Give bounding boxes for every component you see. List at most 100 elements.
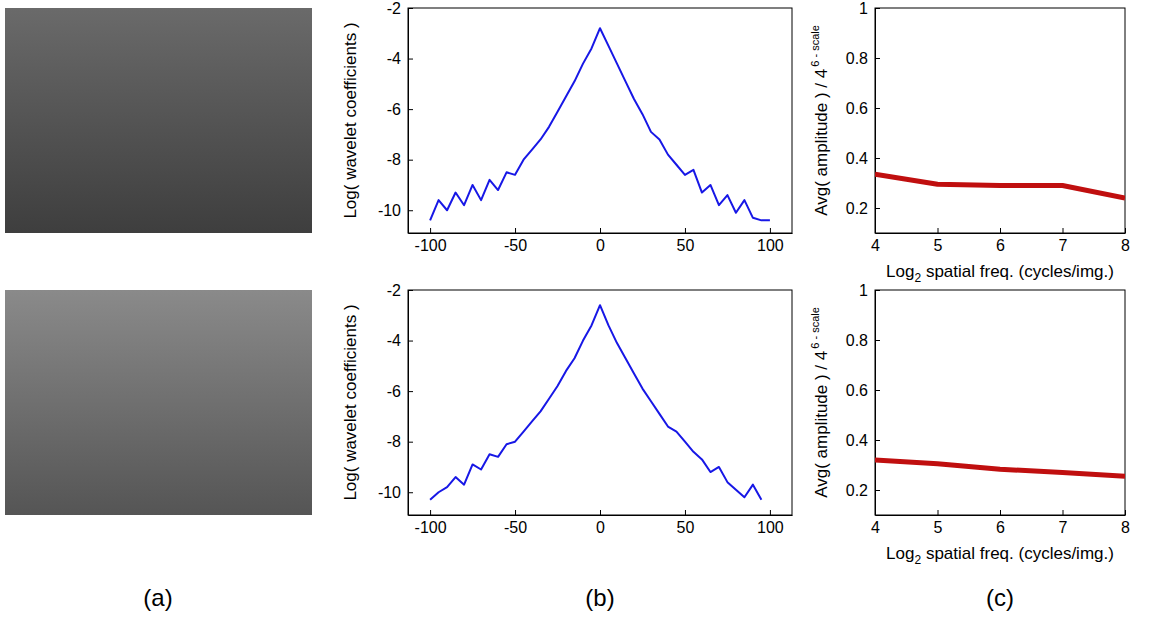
tick-mark — [875, 8, 880, 9]
axis-line — [875, 9, 876, 234]
y-axis-title-sup: 6 - scale — [809, 25, 821, 67]
tick: 0 — [596, 228, 605, 254]
tick-mark — [430, 228, 431, 233]
tick: -4 — [387, 50, 413, 67]
tick: 6 — [996, 510, 1005, 536]
tick-mark — [875, 340, 880, 341]
axis-line — [408, 9, 409, 234]
panel-label: (b) — [585, 584, 614, 611]
x-axis-title-part: spatial freq. (cycles/img.) — [921, 544, 1114, 563]
y-axis-title-part: Avg( amplitude ) / 4 — [812, 351, 831, 498]
tick-mark — [770, 228, 771, 233]
tick-mark — [685, 510, 686, 515]
figure: -100 -50 0 50 100 -10 -8 -6 -4 -2 Log( wavelet coe… — [0, 0, 1163, 619]
tick: -100 — [415, 228, 447, 254]
tick-label: 50 — [677, 519, 695, 536]
tick-mark — [875, 390, 880, 391]
tick-mark — [1000, 228, 1001, 233]
tick-mark — [408, 109, 413, 110]
tick: -4 — [387, 332, 413, 349]
tick: 5 — [934, 228, 943, 254]
tick-mark — [1125, 510, 1126, 515]
tick-label: -10 — [378, 484, 401, 501]
tick-label: 100 — [757, 237, 784, 254]
chart: -100-50050100-10-8-6-4-2Log( wavelet coe… — [341, 0, 793, 254]
tick-mark — [408, 492, 413, 493]
x-axis-title-part: Log — [886, 262, 914, 281]
tick-label: -10 — [378, 202, 401, 219]
tick: 50 — [677, 228, 695, 254]
tick-label: 0.2 — [846, 200, 868, 217]
tick-mark — [875, 440, 880, 441]
tick-label: 8 — [1121, 519, 1130, 536]
tick: -50 — [504, 510, 527, 536]
tick-label: 100 — [757, 519, 784, 536]
tick-label: 1 — [859, 0, 868, 17]
tick-label: 0.6 — [846, 100, 868, 117]
tick-label: 4 — [871, 237, 880, 254]
x-axis: -100-50050100 — [409, 510, 793, 536]
tick-label: 1 — [859, 282, 868, 299]
tick: 100 — [757, 510, 784, 536]
y-axis-title: Log( wavelet coefficients ) — [341, 22, 360, 218]
data-line — [430, 305, 761, 500]
tick: -8 — [387, 151, 413, 168]
tick: 7 — [1059, 228, 1068, 254]
tick-label: 0.4 — [846, 150, 868, 167]
tick-mark — [875, 490, 880, 491]
data-line — [430, 28, 770, 220]
plot-frame — [875, 290, 1125, 515]
tick: 0.2 — [846, 200, 880, 217]
tick-mark — [430, 510, 431, 515]
axis-line — [876, 233, 1126, 234]
tick-mark — [515, 510, 516, 515]
tick-mark — [408, 391, 413, 392]
panel-label: (a) — [143, 584, 172, 611]
tick-mark — [1063, 510, 1064, 515]
tick-mark — [875, 108, 880, 109]
plot-frame — [408, 290, 792, 515]
tick: -2 — [387, 282, 413, 299]
tick-mark — [1000, 510, 1001, 515]
y-axis: 0.20.40.60.81 — [846, 282, 880, 516]
y-axis-title-part: Avg( amplitude ) / 4 — [812, 69, 831, 216]
plot-frame — [875, 8, 1125, 233]
y-axis: 0.20.40.60.81 — [846, 0, 880, 234]
plot-area — [430, 28, 770, 220]
x-axis: 45678 — [871, 228, 1130, 254]
tick-mark — [1125, 228, 1126, 233]
data-line — [875, 460, 1125, 476]
tick: -50 — [504, 228, 527, 254]
axis-line — [409, 515, 793, 516]
x-axis-title-part: spatial freq. (cycles/img.) — [921, 262, 1114, 281]
tick-label: 0 — [596, 237, 605, 254]
chart: -100-50050100-10-8-6-4-2Log( wavelet coe… — [341, 282, 793, 537]
tick: -8 — [387, 433, 413, 450]
tick: -100 — [415, 510, 447, 536]
tick-label: -8 — [387, 151, 401, 168]
tick-label: 0.8 — [846, 332, 868, 349]
tick-label: 6 — [996, 519, 1005, 536]
y-axis-title: Avg( amplitude ) / 46 - scale — [809, 307, 831, 498]
tick-label: -100 — [415, 519, 447, 536]
axis-line — [409, 233, 793, 234]
tick-label: 50 — [677, 237, 695, 254]
tick-label: 6 — [996, 237, 1005, 254]
tick-label: -6 — [387, 383, 401, 400]
plot-area — [875, 460, 1125, 476]
panel-label: (c) — [986, 584, 1014, 611]
tick-mark — [408, 160, 413, 161]
tick: 0.6 — [846, 382, 880, 399]
tick-mark — [408, 210, 413, 211]
x-axis-title-part: Log — [886, 544, 914, 563]
tick-label: -4 — [387, 50, 401, 67]
tick-mark — [600, 510, 601, 515]
tick-mark — [875, 290, 880, 291]
tick-label: -4 — [387, 332, 401, 349]
tick-label: 0.6 — [846, 382, 868, 399]
x-axis: -100 -50 0 50 100 — [409, 228, 793, 254]
photo — [5, 290, 312, 515]
tick-label: -6 — [387, 101, 401, 118]
tick: 5 — [934, 510, 943, 536]
tick: 1 — [859, 282, 880, 299]
